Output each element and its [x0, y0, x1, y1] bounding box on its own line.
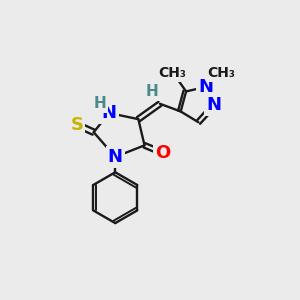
Text: CH₃: CH₃ [158, 66, 186, 80]
Text: N: N [108, 148, 123, 166]
Text: O: O [155, 144, 171, 162]
Text: CH₃: CH₃ [208, 66, 236, 80]
Text: H: H [94, 96, 106, 111]
Text: S: S [70, 116, 83, 134]
Text: N: N [102, 104, 117, 122]
Text: H: H [146, 84, 159, 99]
Text: N: N [206, 96, 221, 114]
Text: N: N [199, 78, 214, 96]
